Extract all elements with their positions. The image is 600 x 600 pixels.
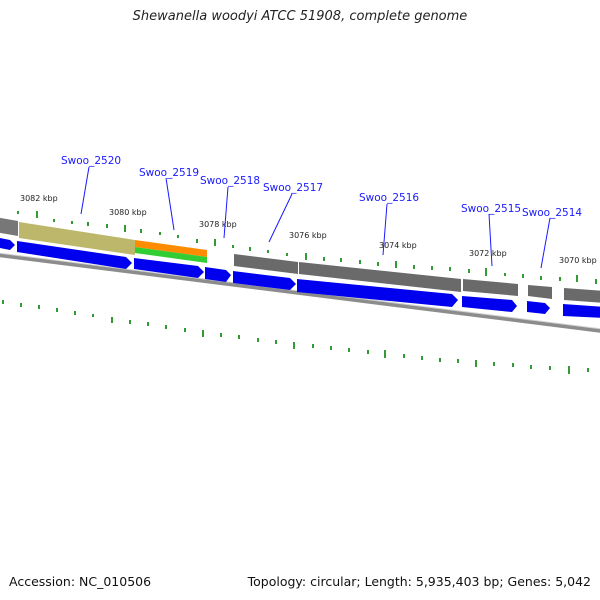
gc-content-track-lower xyxy=(2,300,589,374)
backbone-line xyxy=(0,253,600,333)
gene-label-swoo-2514[interactable]: Swoo_2514 xyxy=(522,207,582,219)
gene-label-swoo-2516[interactable]: Swoo_2516 xyxy=(359,192,419,204)
feature-block[interactable] xyxy=(463,279,518,296)
feature-block[interactable] xyxy=(299,262,461,292)
gene-label-swoo-2517[interactable]: Swoo_2517 xyxy=(263,182,323,194)
topology-summary-text: Topology: circular; Length: 5,935,403 bp… xyxy=(247,574,591,589)
gene-arrow[interactable] xyxy=(0,237,15,250)
feature-block[interactable] xyxy=(0,217,18,236)
feature-block[interactable] xyxy=(528,285,552,299)
kbp-label: 3072 kbp xyxy=(469,249,507,258)
gene-label-swoo-2515[interactable]: Swoo_2515 xyxy=(461,203,521,215)
accession-text: Accession: NC_010506 xyxy=(9,574,152,589)
feature-block[interactable] xyxy=(135,240,207,257)
gene-arrow[interactable] xyxy=(233,271,296,290)
gene-arrow[interactable] xyxy=(527,301,550,314)
coordinate-labels: 3082 kbp 3080 kbp 3078 kbp 3076 kbp 3074… xyxy=(20,194,597,265)
kbp-label: 3078 kbp xyxy=(199,220,237,229)
feature-block[interactable] xyxy=(234,254,298,274)
gene-arrow[interactable] xyxy=(17,241,132,269)
gene-arrow[interactable] xyxy=(205,267,231,282)
gene-labels: Swoo_2520 Swoo_2519 Swoo_2518 Swoo_2517 … xyxy=(61,155,582,219)
feature-track-upper xyxy=(0,217,600,303)
feature-block[interactable] xyxy=(19,222,135,255)
gene-arrow[interactable] xyxy=(134,258,204,278)
gc-skew-track-upper xyxy=(17,211,597,284)
gene-track-lower xyxy=(0,237,600,318)
kbp-label: 3076 kbp xyxy=(289,231,327,240)
gene-label-swoo-2520[interactable]: Swoo_2520 xyxy=(61,155,121,167)
gene-label-swoo-2519[interactable]: Swoo_2519 xyxy=(139,167,199,179)
gene-arrow[interactable] xyxy=(462,296,517,312)
map-title: Shewanella woodyi ATCC 51908, complete g… xyxy=(132,9,468,24)
gene-label-swoo-2518[interactable]: Swoo_2518 xyxy=(200,175,260,187)
gene-leader-lines xyxy=(80,166,551,269)
kbp-label: 3070 kbp xyxy=(559,256,597,265)
feature-block[interactable] xyxy=(564,288,600,303)
gene-arrow[interactable] xyxy=(563,304,600,318)
feature-block[interactable] xyxy=(135,247,207,263)
kbp-label: 3074 kbp xyxy=(379,241,417,250)
kbp-label: 3080 kbp xyxy=(109,208,147,217)
kbp-label: 3082 kbp xyxy=(20,194,58,203)
gene-arrow[interactable] xyxy=(297,279,458,307)
